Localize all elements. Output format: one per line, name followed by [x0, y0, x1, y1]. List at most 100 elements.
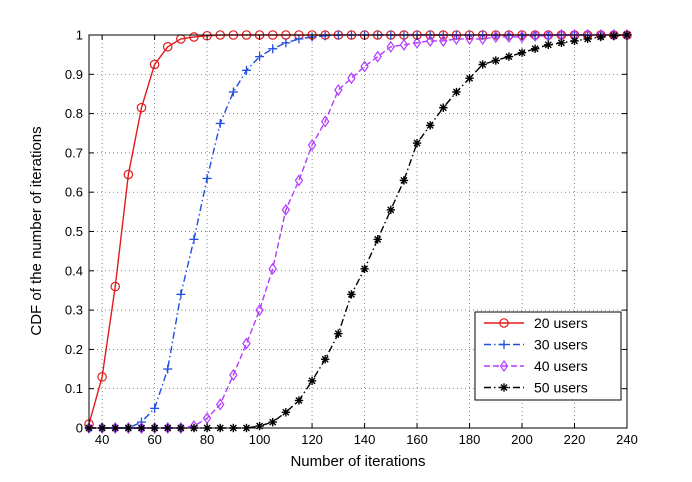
series-2-marker: [268, 44, 278, 54]
series-1-marker: [162, 41, 173, 52]
series-4-marker: [294, 396, 304, 405]
series-3-marker: [360, 60, 369, 73]
series-3-marker: [215, 398, 225, 411]
series-2-marker: [189, 234, 199, 244]
x-tick-label: 240: [616, 432, 638, 447]
series-4-marker: [425, 121, 435, 130]
x-tick-label: 60: [147, 432, 161, 447]
series-2-marker: [150, 403, 160, 413]
series-3-marker: [320, 115, 330, 128]
legend: 20 users 30 users 40 users 50 users: [474, 311, 622, 401]
legend-marker-2: [499, 340, 509, 349]
x-tick-label: 140: [354, 432, 376, 447]
legend-label-2: 30 users: [534, 337, 588, 353]
series-4-marker: [491, 56, 500, 65]
legend-marker-4: [499, 383, 509, 392]
series-1-marker: [97, 372, 107, 382]
grid: [89, 35, 627, 428]
x-tick-label: 120: [301, 432, 323, 447]
series-4-marker: [399, 176, 409, 185]
series-4-marker: [596, 32, 605, 42]
series-4-marker: [268, 417, 277, 427]
y-tick-label: 0.7: [65, 145, 83, 160]
series-3-marker: [229, 368, 238, 381]
x-tick-label: 100: [249, 432, 271, 447]
series-1-marker: [123, 169, 134, 180]
series-4-marker: [307, 376, 317, 386]
series-2-marker: [320, 31, 330, 41]
legend-box: [474, 311, 622, 401]
legend-label-4: 50 users: [534, 380, 588, 396]
series-2-marker: [163, 364, 173, 374]
series-2-marker: [294, 34, 304, 44]
series-3-marker: [373, 50, 382, 63]
series-2-marker: [281, 38, 291, 48]
y-tick-label: 1: [76, 28, 83, 43]
series-3-marker: [347, 72, 356, 85]
series-1-marker: [136, 102, 147, 113]
series-3-marker: [242, 337, 251, 350]
series-4-marker: [320, 355, 330, 364]
series-2-marker: [228, 87, 238, 97]
series-4-marker: [360, 264, 369, 274]
y-tick-label: 0.6: [65, 185, 83, 200]
x-tick-label: 200: [511, 432, 533, 447]
y-tick-label: 0.8: [65, 106, 83, 121]
series-1-marker: [149, 59, 160, 70]
series-4-marker: [439, 103, 448, 112]
x-tick-label: 160: [406, 432, 428, 447]
series-2-marker: [202, 173, 212, 183]
series-3-marker: [530, 29, 540, 42]
series-1-marker: [189, 32, 199, 42]
series-4-marker: [334, 329, 343, 338]
x-tick-label: 180: [459, 432, 481, 447]
series-4-marker: [609, 31, 619, 40]
series-3-marker: [399, 38, 409, 51]
series-3-marker: [478, 32, 487, 45]
series-3-marker: [439, 34, 448, 47]
series-4-marker: [583, 34, 592, 44]
y-tick-label: 0: [76, 421, 83, 436]
axes-ticks: 40 60 80 100 120 140 160 180 200 220 240 0 0.1 0.2 0.3…: [65, 28, 638, 448]
series-2-marker: [255, 52, 265, 62]
series-3-marker: [386, 40, 396, 53]
legend-marker-1: [499, 318, 509, 328]
series-3-marker: [334, 83, 343, 97]
series-1-marker: [110, 281, 121, 292]
y-tick-label: 0.3: [65, 303, 83, 318]
y-tick-label: 0.9: [65, 67, 83, 82]
series-4-marker: [465, 74, 474, 83]
x-tick-label: 80: [200, 432, 214, 447]
legend-marker-3: [499, 359, 509, 373]
series-3-marker: [255, 304, 264, 317]
legend-label-3: 40 users: [534, 358, 588, 374]
series-2-marker: [215, 118, 225, 128]
series-2-marker: [176, 289, 186, 299]
series-4-marker: [517, 48, 527, 57]
series-4-marker: [504, 52, 514, 61]
series-3-marker: [268, 262, 277, 275]
series-4-marker: [530, 44, 540, 53]
series-3-marker: [307, 138, 317, 152]
series-4-marker: [281, 408, 291, 417]
series-3-marker: [465, 32, 474, 45]
series-4-marker: [478, 60, 487, 69]
series-4-marker: [373, 235, 382, 244]
series-3-marker: [425, 34, 435, 47]
y-tick-label: 0.2: [65, 342, 83, 357]
series-4-marker: [557, 38, 566, 48]
series-4-marker: [386, 205, 396, 215]
y-tick-label: 0.1: [65, 381, 83, 396]
x-axis-label: Number of iterations: [290, 453, 425, 470]
series-3-marker: [452, 32, 461, 45]
series-3-marker: [294, 174, 304, 187]
series-4-marker: [412, 138, 422, 148]
x-tick-label: 220: [564, 432, 586, 447]
legend-label-1: 20 users: [534, 315, 588, 331]
series-3-marker: [412, 36, 422, 49]
series-2-marker: [241, 65, 251, 75]
series-4-marker: [347, 290, 356, 299]
y-axis-label: CDF of the number of iterations: [28, 126, 45, 335]
series-4-marker: [452, 87, 461, 97]
